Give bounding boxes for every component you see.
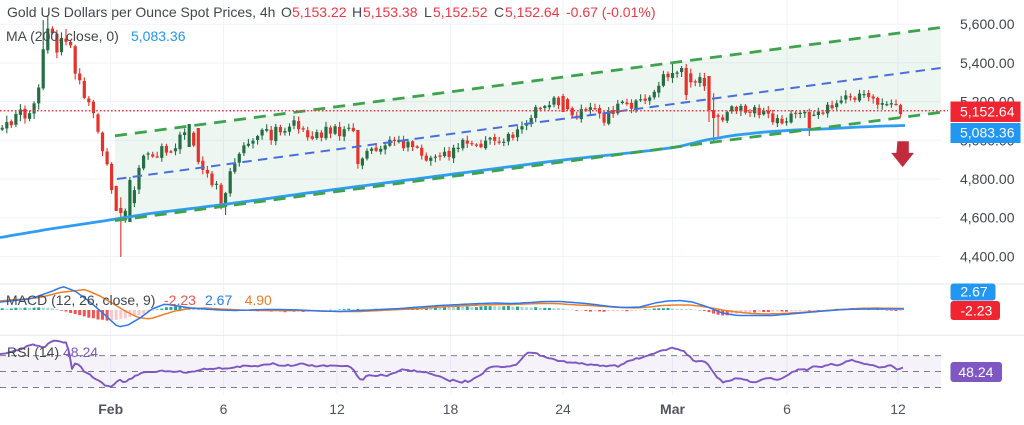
svg-text:-2.23: -2.23 xyxy=(164,292,196,308)
svg-text:5,153.22: 5,153.22 xyxy=(292,4,347,20)
svg-text:5,152.64: 5,152.64 xyxy=(505,4,560,20)
svg-text:2.67: 2.67 xyxy=(960,284,987,300)
svg-text:5,152.52: 5,152.52 xyxy=(433,4,488,20)
svg-text:5,600.00: 5,600.00 xyxy=(960,16,1015,32)
svg-text:-0.67 (-0.01%): -0.67 (-0.01%) xyxy=(566,4,655,20)
svg-text:5,083.36: 5,083.36 xyxy=(960,125,1015,141)
svg-text:4.90: 4.90 xyxy=(245,292,272,308)
svg-text:H: H xyxy=(352,4,362,20)
svg-text:12: 12 xyxy=(329,401,345,417)
svg-text:48.24: 48.24 xyxy=(958,364,993,380)
svg-text:12: 12 xyxy=(890,401,906,417)
svg-text:24: 24 xyxy=(555,401,571,417)
svg-text:C: C xyxy=(494,4,504,20)
svg-text:O: O xyxy=(281,4,292,20)
svg-text:6: 6 xyxy=(220,401,228,417)
svg-text:Mar: Mar xyxy=(660,401,685,417)
svg-text:5,083.36: 5,083.36 xyxy=(131,28,186,44)
svg-text:2.67: 2.67 xyxy=(205,292,232,308)
svg-text:5,152.64: 5,152.64 xyxy=(960,104,1015,120)
svg-text:48.24: 48.24 xyxy=(63,344,98,360)
svg-text:4,400.00: 4,400.00 xyxy=(960,248,1015,264)
svg-text:RSI (14): RSI (14) xyxy=(7,344,59,360)
svg-text:Feb: Feb xyxy=(98,401,123,417)
svg-text:MA (200, close, 0): MA (200, close, 0) xyxy=(6,28,119,44)
svg-text:4,600.00: 4,600.00 xyxy=(960,210,1015,226)
svg-text:L: L xyxy=(424,4,432,20)
svg-text:5,400.00: 5,400.00 xyxy=(960,55,1015,71)
svg-text:18: 18 xyxy=(443,401,459,417)
svg-text:6: 6 xyxy=(783,401,791,417)
svg-text:MACD (12, 26, close, 9): MACD (12, 26, close, 9) xyxy=(6,292,155,308)
svg-text:Gold US Dollars per Ounce Spot: Gold US Dollars per Ounce Spot Prices, 4… xyxy=(7,4,275,20)
svg-text:4,800.00: 4,800.00 xyxy=(960,171,1015,187)
svg-text:-2.23: -2.23 xyxy=(960,303,992,319)
svg-text:5,153.38: 5,153.38 xyxy=(363,4,418,20)
